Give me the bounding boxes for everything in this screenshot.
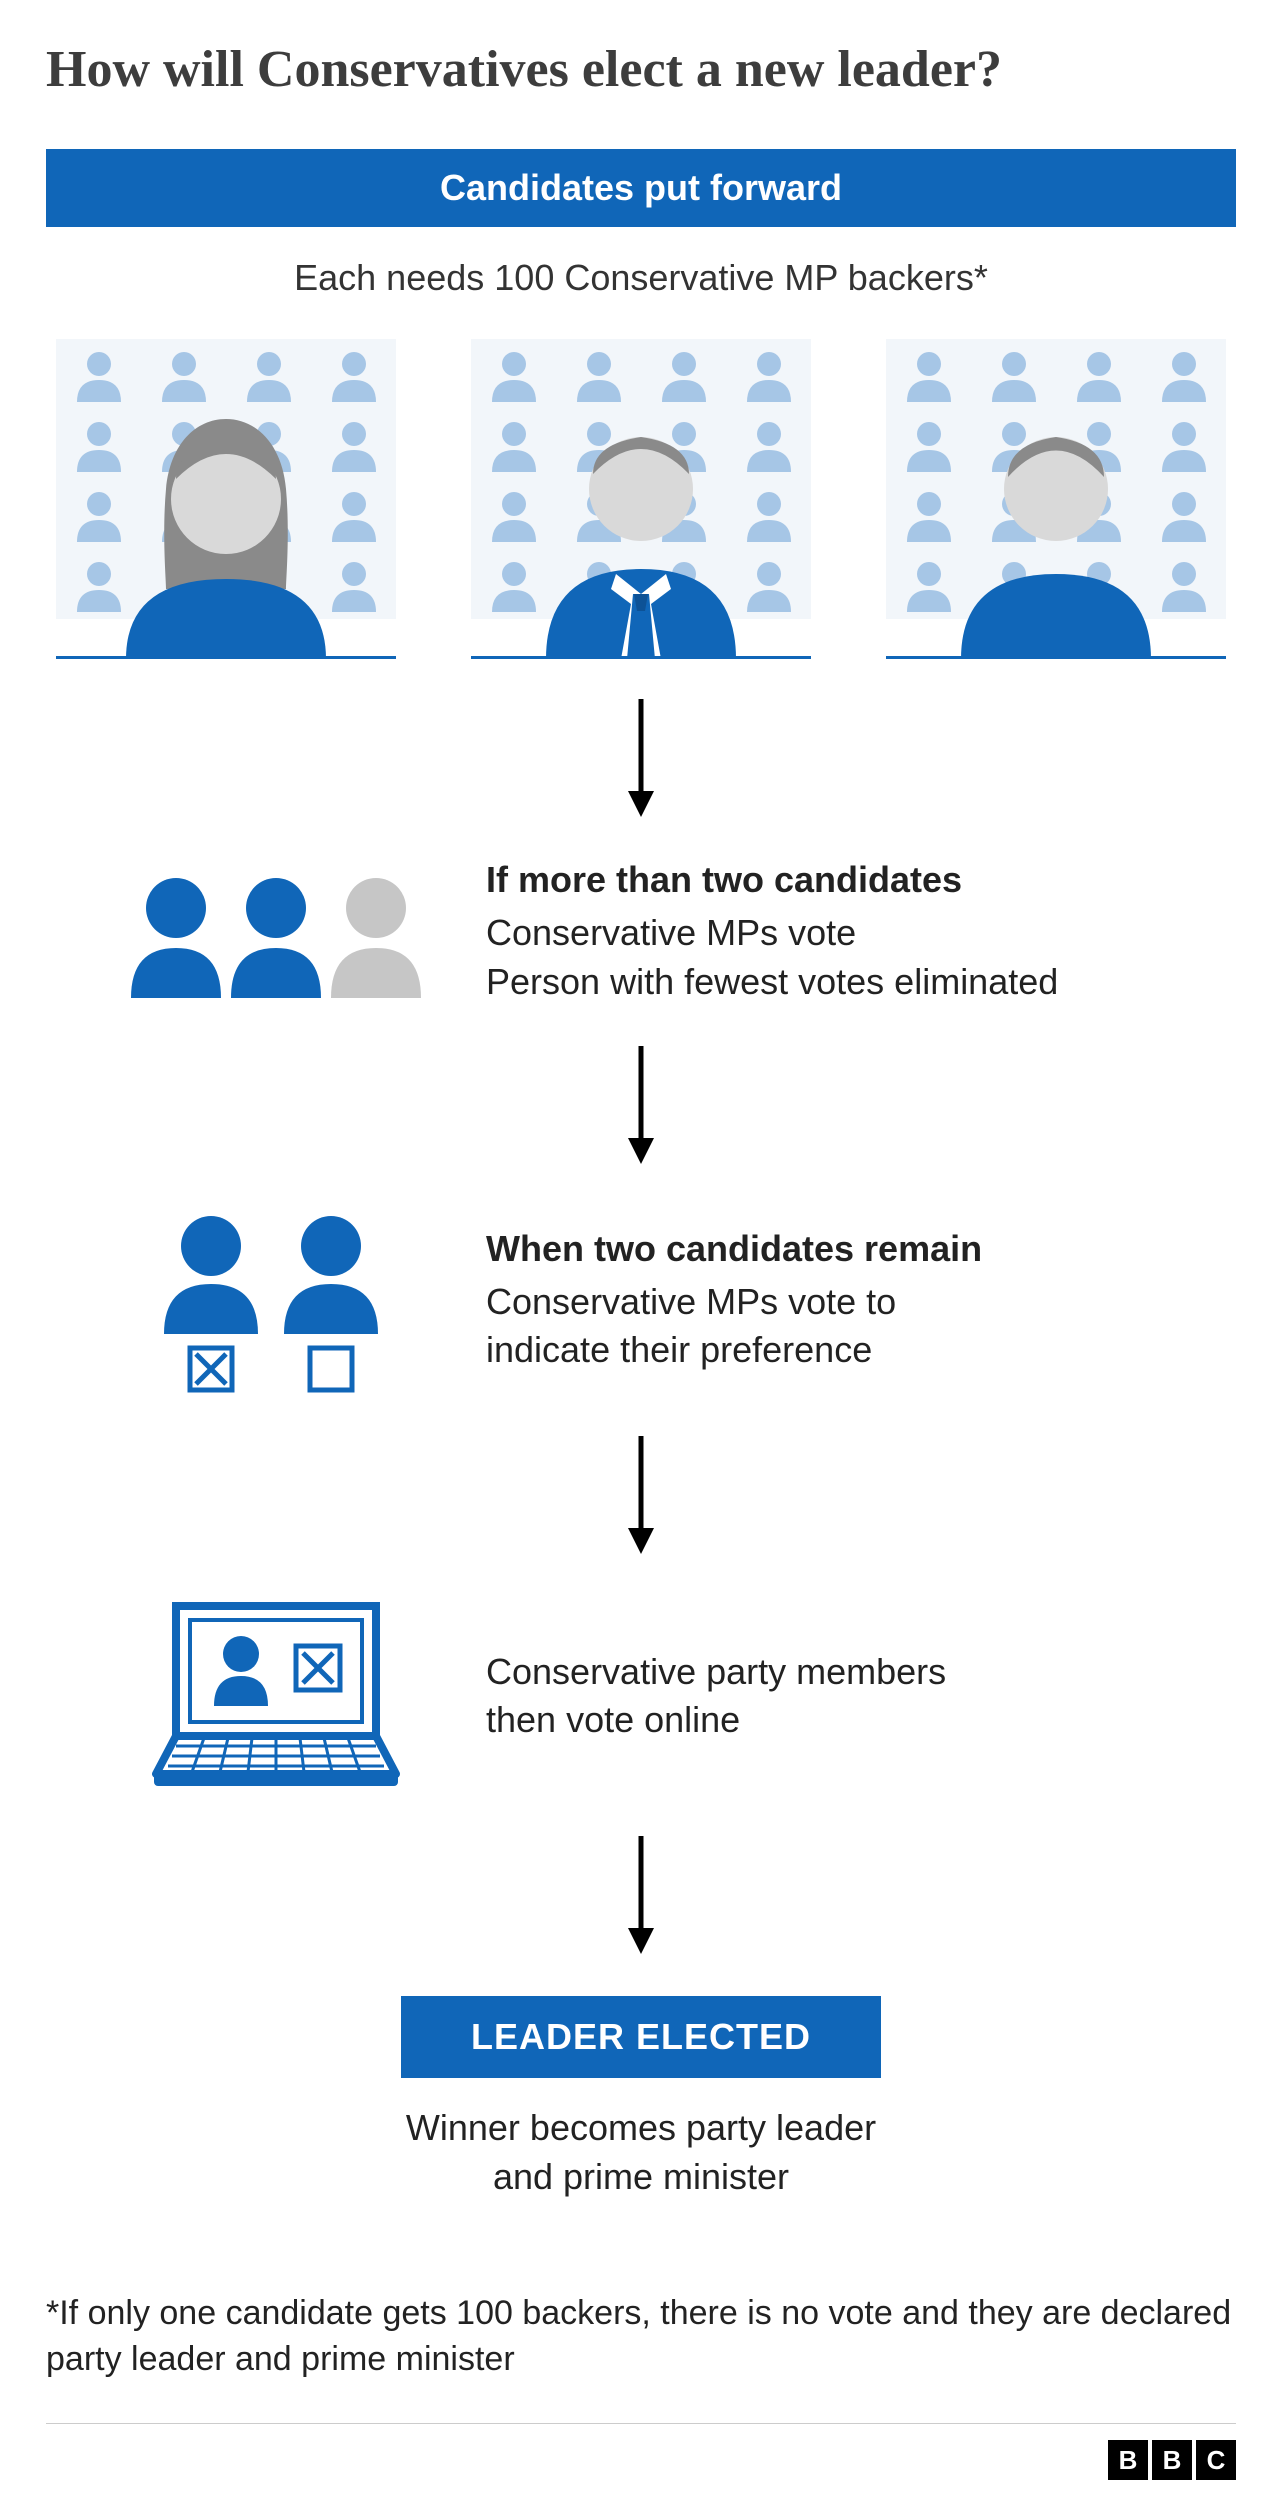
footnote: *If only one candidate gets 100 backers,… [46,2291,1236,2424]
step-text: Conservative MPs vote [486,909,1166,958]
step-text: then vote online [486,1696,1166,1745]
step-heading: When two candidates remain [486,1228,1166,1270]
candidate-panel [56,339,396,659]
step-two-remain: When two candidates remain Conservative … [116,1206,1166,1396]
arrow-icon [46,1836,1236,1956]
candidate-panel [471,339,811,659]
step-text: Conservative MPs vote to [486,1278,1166,1327]
three-people-icon [121,868,431,998]
bbc-logo-letter: B [1108,2440,1148,2480]
arrow-icon [46,1436,1236,1556]
candidate-man-suit-icon [521,389,761,659]
candidate-man-icon [936,389,1176,659]
arrow-icon [46,1046,1236,1166]
step-heading: If more than two candidates [486,859,1166,901]
step-text: Conservative party members [486,1648,1166,1697]
bbc-logo-letter: C [1196,2440,1236,2480]
backers-subtitle: Each needs 100 Conservative MP backers* [46,257,1236,299]
two-people-ballot-icon [146,1206,406,1396]
candidates-banner: Candidates put forward [46,149,1236,227]
candidates-row [56,339,1226,659]
step-online-vote: Conservative party members then vote onl… [116,1596,1166,1796]
page-title: How will Conservatives elect a new leade… [46,40,1236,99]
arrow-icon [46,699,1236,819]
bbc-logo-letter: B [1152,2440,1192,2480]
final-text: Winner becomes party leader and prime mi… [46,2104,1236,2201]
candidate-woman-icon [106,389,346,659]
step-more-than-two: If more than two candidates Conservative… [116,859,1166,1006]
step-text: Person with fewest votes eliminated [486,958,1166,1007]
bbc-logo: B B C [1108,2440,1236,2480]
laptop-vote-icon [136,1596,416,1796]
candidate-panel [886,339,1226,659]
step-text: indicate their preference [486,1326,1166,1375]
leader-elected-block: LEADER ELECTED Winner becomes party lead… [46,1996,1236,2201]
leader-elected-banner: LEADER ELECTED [401,1996,881,2078]
